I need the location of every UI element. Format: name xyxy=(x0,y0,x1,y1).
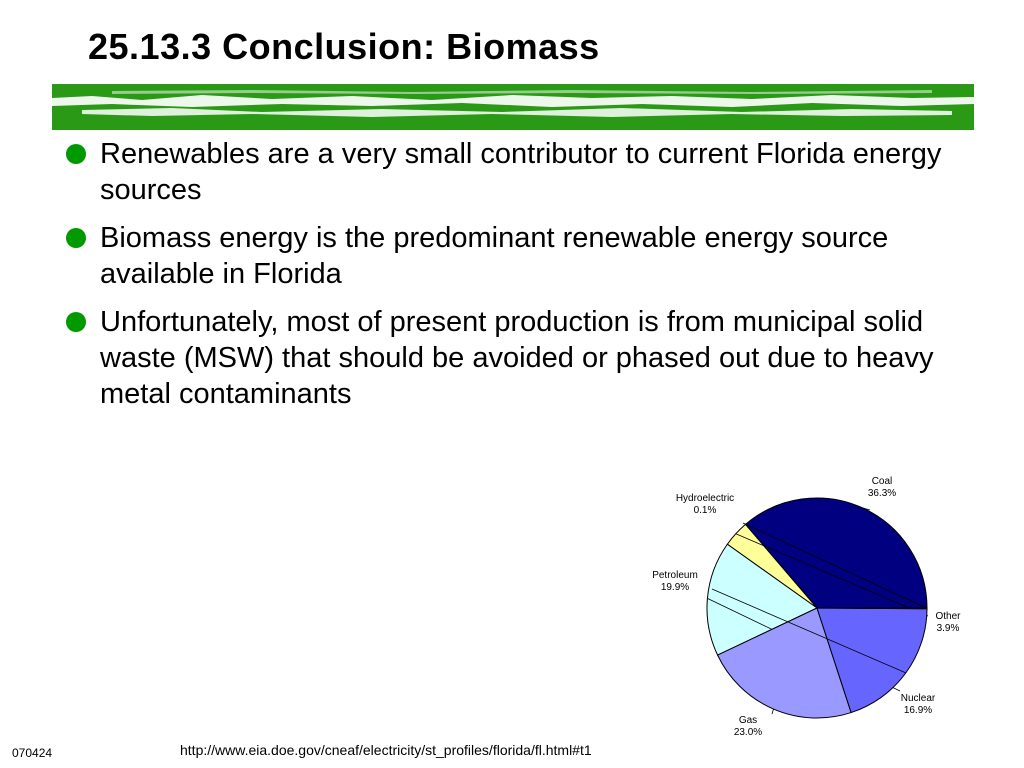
slice-label-other: Other xyxy=(935,611,961,622)
slice-value-petroleum: 19.9% xyxy=(661,582,689,593)
leader-line-hydroelectric xyxy=(742,522,928,609)
pie-slice-nuclear xyxy=(706,543,818,656)
pie-slice-gas xyxy=(716,607,852,719)
green-brush-divider xyxy=(52,84,974,130)
bullet-dot-icon xyxy=(66,228,86,248)
footer-id: 070424 xyxy=(12,746,53,760)
pie-slice-coal xyxy=(744,497,928,609)
slice-value-nuclear: 16.9% xyxy=(904,705,932,716)
bullet-dot-icon xyxy=(66,312,86,332)
slice-label-petroleum: Petroleum xyxy=(652,570,698,581)
bullet-text: Biomass energy is the predominant renewa… xyxy=(100,222,889,290)
bullet-text: Unfortunately, most of present productio… xyxy=(100,306,934,410)
leader-line-petroleum xyxy=(711,588,906,674)
source-url-link[interactable]: http://www.eia.doe.gov/cneaf/electricity… xyxy=(180,742,592,758)
slice-label-hydroelectric: Hydroelectric xyxy=(676,493,734,504)
slide-title: 25.13.3 Conclusion: Biomass xyxy=(88,26,600,67)
bullet-item: Biomass energy is the predominant renewa… xyxy=(62,220,942,292)
bullet-item: Unfortunately, most of present productio… xyxy=(62,304,942,412)
pie-slice-hydroelectric xyxy=(816,607,928,610)
slice-value-hydroelectric: 0.1% xyxy=(694,505,717,516)
leader-line-coal xyxy=(862,507,871,511)
leader-line-other xyxy=(735,533,929,617)
slice-value-coal: 36.3% xyxy=(868,488,896,499)
bullet-list: Renewables are a very small contributor … xyxy=(62,136,942,424)
bullet-item: Renewables are a very small contributor … xyxy=(62,136,942,208)
slice-label-nuclear: Nuclear xyxy=(901,693,936,704)
slice-label-coal: Coal xyxy=(872,476,893,487)
bullet-dot-icon xyxy=(66,144,86,164)
slice-label-gas: Gas xyxy=(739,715,757,726)
leader-line-gas xyxy=(771,708,774,715)
slice-value-other: 3.9% xyxy=(937,623,960,634)
bullet-text: Renewables are a very small contributor … xyxy=(100,138,942,206)
slice-value-gas: 23.0% xyxy=(734,727,762,738)
